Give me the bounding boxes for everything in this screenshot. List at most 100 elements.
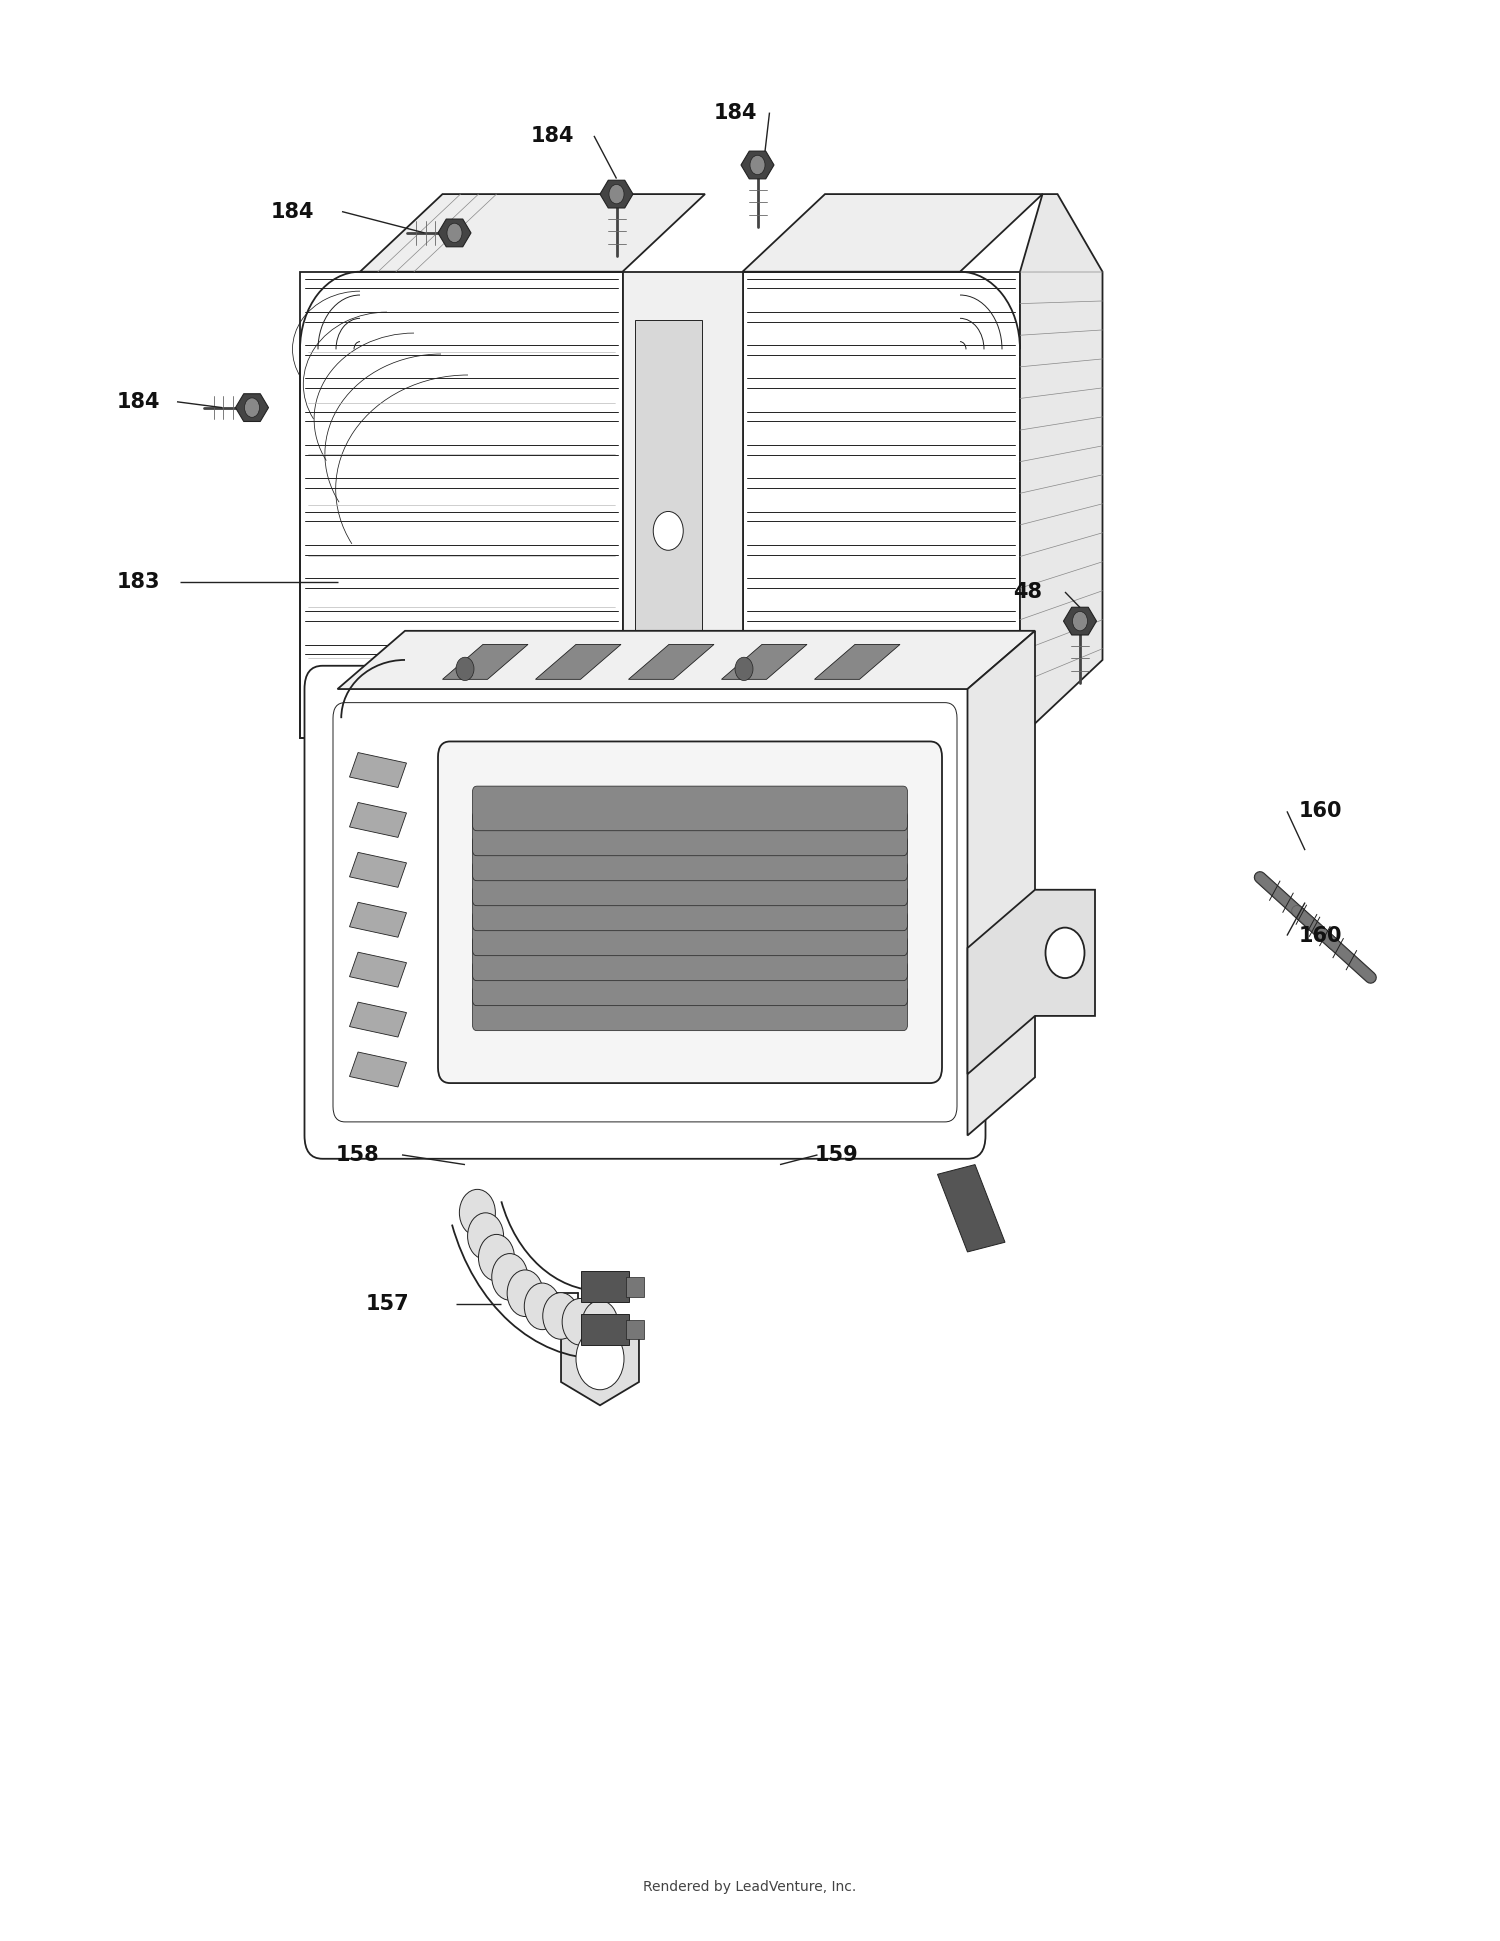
FancyBboxPatch shape — [472, 910, 908, 955]
Polygon shape — [536, 644, 621, 679]
Polygon shape — [304, 677, 618, 687]
Text: 160: 160 — [1298, 802, 1341, 821]
Polygon shape — [600, 181, 633, 208]
Polygon shape — [968, 889, 1095, 1073]
Circle shape — [735, 658, 753, 681]
FancyBboxPatch shape — [580, 1314, 628, 1345]
Polygon shape — [338, 631, 1035, 689]
Polygon shape — [304, 611, 618, 621]
Circle shape — [1072, 611, 1088, 631]
Text: Rendered by LeadVenture, Inc.: Rendered by LeadVenture, Inc. — [644, 1879, 856, 1894]
Text: 158: 158 — [334, 1145, 380, 1165]
Polygon shape — [747, 444, 1016, 454]
Polygon shape — [938, 1165, 1005, 1252]
FancyBboxPatch shape — [626, 1277, 644, 1297]
FancyBboxPatch shape — [304, 666, 986, 1159]
FancyBboxPatch shape — [472, 837, 908, 881]
Polygon shape — [350, 852, 406, 887]
Polygon shape — [304, 710, 618, 720]
Circle shape — [1046, 928, 1084, 978]
Polygon shape — [438, 219, 471, 247]
FancyBboxPatch shape — [472, 936, 908, 980]
Polygon shape — [968, 631, 1035, 1135]
Circle shape — [562, 1299, 598, 1345]
FancyBboxPatch shape — [472, 961, 908, 1005]
Text: 184: 184 — [270, 202, 315, 221]
Polygon shape — [741, 151, 774, 179]
Polygon shape — [747, 578, 1016, 588]
Circle shape — [244, 398, 260, 417]
Polygon shape — [304, 378, 618, 388]
Polygon shape — [350, 953, 406, 988]
Circle shape — [447, 223, 462, 243]
Polygon shape — [747, 313, 1016, 322]
Circle shape — [459, 1190, 495, 1236]
Circle shape — [582, 1300, 618, 1347]
Polygon shape — [747, 545, 1016, 555]
Circle shape — [507, 1269, 543, 1316]
Text: 184: 184 — [531, 126, 573, 146]
Polygon shape — [747, 378, 1016, 388]
Polygon shape — [628, 644, 714, 679]
Polygon shape — [747, 512, 1016, 522]
Polygon shape — [304, 313, 618, 322]
Circle shape — [576, 1328, 624, 1390]
Polygon shape — [747, 411, 1016, 421]
Polygon shape — [304, 644, 618, 654]
FancyBboxPatch shape — [472, 862, 908, 906]
Polygon shape — [747, 477, 1016, 487]
Text: 159: 159 — [815, 1145, 860, 1165]
Circle shape — [750, 155, 765, 175]
Polygon shape — [561, 1312, 639, 1405]
Polygon shape — [304, 477, 618, 487]
Polygon shape — [304, 512, 618, 522]
Polygon shape — [442, 644, 528, 679]
Polygon shape — [350, 802, 406, 837]
Polygon shape — [815, 644, 900, 679]
FancyBboxPatch shape — [333, 703, 957, 1122]
Polygon shape — [350, 903, 406, 938]
Circle shape — [492, 1254, 528, 1300]
Polygon shape — [304, 444, 618, 454]
Polygon shape — [304, 345, 618, 355]
FancyBboxPatch shape — [626, 1320, 644, 1339]
Polygon shape — [747, 677, 1016, 687]
FancyBboxPatch shape — [472, 786, 908, 831]
Polygon shape — [304, 280, 618, 289]
Circle shape — [525, 1283, 561, 1330]
Polygon shape — [742, 194, 1042, 272]
Polygon shape — [350, 753, 406, 788]
Polygon shape — [360, 194, 705, 272]
Text: 157: 157 — [364, 1295, 410, 1314]
FancyBboxPatch shape — [580, 1271, 628, 1302]
Polygon shape — [350, 1052, 406, 1087]
Text: 160: 160 — [1298, 926, 1341, 945]
FancyBboxPatch shape — [634, 320, 702, 660]
Text: 184: 184 — [714, 103, 756, 122]
Polygon shape — [747, 280, 1016, 289]
Polygon shape — [304, 578, 618, 588]
Polygon shape — [236, 394, 268, 421]
Polygon shape — [350, 1002, 406, 1036]
FancyBboxPatch shape — [472, 811, 908, 856]
Circle shape — [543, 1293, 579, 1339]
Polygon shape — [1064, 608, 1096, 635]
Text: 184: 184 — [117, 392, 159, 411]
Polygon shape — [1020, 194, 1102, 738]
FancyBboxPatch shape — [438, 741, 942, 1083]
Polygon shape — [300, 272, 622, 738]
Polygon shape — [304, 545, 618, 555]
Polygon shape — [304, 411, 618, 421]
Circle shape — [478, 1234, 514, 1281]
Polygon shape — [742, 272, 1020, 738]
FancyBboxPatch shape — [472, 986, 908, 1031]
Circle shape — [654, 510, 684, 551]
Circle shape — [456, 658, 474, 681]
FancyBboxPatch shape — [622, 272, 742, 738]
Polygon shape — [747, 611, 1016, 621]
Circle shape — [609, 184, 624, 204]
Polygon shape — [722, 644, 807, 679]
Polygon shape — [747, 710, 1016, 720]
Text: 48: 48 — [1013, 582, 1042, 602]
FancyBboxPatch shape — [472, 885, 908, 932]
